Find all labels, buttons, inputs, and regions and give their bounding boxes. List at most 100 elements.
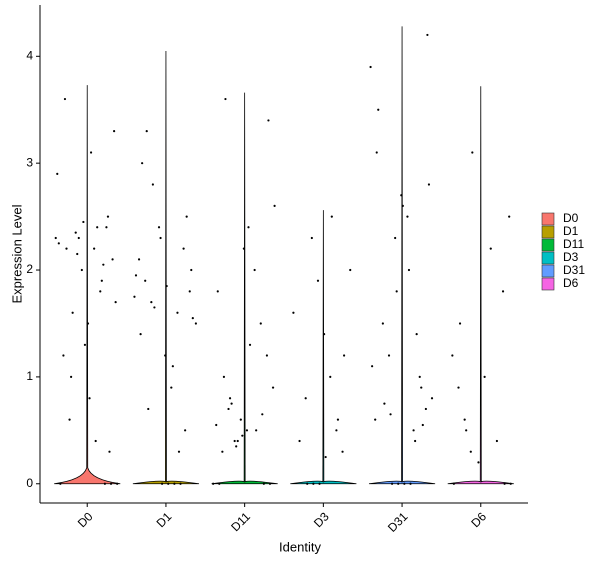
- data-point: [371, 365, 374, 368]
- data-point: [139, 333, 142, 336]
- data-point: [230, 402, 233, 405]
- data-point: [427, 183, 431, 186]
- y-tick-label: 2: [26, 262, 33, 276]
- data-point: [336, 418, 340, 421]
- data-point: [465, 429, 468, 432]
- legend-swatch: [541, 225, 555, 239]
- data-point: [76, 252, 79, 256]
- data-point: [164, 354, 167, 357]
- data-point: [400, 194, 403, 197]
- y-axis-title: Expression Level: [9, 204, 24, 303]
- data-point: [409, 482, 412, 485]
- data-point: [177, 450, 181, 453]
- data-point: [395, 290, 398, 293]
- data-point: [401, 204, 404, 208]
- data-point: [509, 482, 512, 485]
- data-point: [247, 226, 250, 229]
- data-point: [298, 439, 301, 443]
- data-point: [312, 482, 315, 485]
- y-tick-label: 4: [26, 48, 33, 62]
- data-point: [227, 407, 230, 411]
- data-point: [310, 236, 313, 240]
- data-point: [222, 375, 226, 378]
- data-point: [271, 386, 275, 389]
- data-point: [171, 365, 174, 368]
- data-point: [165, 284, 168, 288]
- data-point: [245, 429, 249, 432]
- data-point: [188, 290, 191, 293]
- data-point: [318, 482, 321, 485]
- data-point: [489, 247, 492, 250]
- data-point: [503, 482, 506, 485]
- data-point: [100, 279, 103, 282]
- data-point: [426, 33, 429, 37]
- legend-swatch: [541, 277, 555, 291]
- data-point: [86, 322, 90, 325]
- data-point: [469, 450, 472, 453]
- data-point: [116, 482, 119, 485]
- data-point: [342, 354, 346, 357]
- x-tick-label: D11: [228, 509, 253, 534]
- data-point: [173, 482, 176, 485]
- data-point: [212, 482, 215, 485]
- legend-label: D11: [563, 237, 584, 251]
- data-point: [114, 300, 117, 304]
- data-point: [415, 333, 418, 336]
- data-point: [63, 97, 67, 101]
- data-point: [144, 279, 147, 282]
- data-point: [406, 215, 409, 218]
- data-point: [242, 247, 245, 250]
- data-point: [324, 455, 327, 459]
- x-tick-label: D31: [385, 509, 411, 535]
- data-point: [508, 215, 511, 218]
- data-point: [389, 413, 392, 416]
- data-point: [111, 258, 114, 261]
- data-point: [236, 439, 239, 443]
- data-point: [430, 397, 434, 400]
- x-tick-label: D1: [154, 509, 175, 530]
- data-point: [369, 65, 372, 69]
- data-point: [68, 418, 71, 421]
- data-point: [420, 386, 423, 389]
- data-point: [501, 290, 505, 293]
- data-point: [69, 375, 73, 378]
- data-point: [412, 429, 415, 432]
- data-point: [167, 482, 170, 485]
- data-point: [457, 386, 460, 389]
- data-point: [255, 429, 258, 432]
- data-point: [477, 461, 480, 464]
- data-point: [88, 397, 91, 400]
- data-point: [228, 397, 232, 400]
- data-point: [383, 402, 386, 405]
- data-point: [185, 215, 188, 218]
- data-point: [452, 482, 455, 485]
- data-point: [394, 236, 397, 240]
- data-point: [390, 482, 394, 485]
- legend-label: D1: [563, 224, 579, 238]
- legend-label: D31: [563, 263, 585, 277]
- y-tick-label: 3: [26, 155, 33, 169]
- data-point: [56, 172, 59, 175]
- legend-label: D0: [563, 211, 579, 225]
- data-point: [137, 258, 141, 261]
- data-point: [150, 300, 153, 304]
- data-point: [483, 375, 486, 378]
- x-tick-label: D0: [75, 509, 96, 530]
- data-point: [96, 226, 99, 229]
- data-point: [397, 482, 400, 485]
- violin: [211, 92, 278, 485]
- legend-swatch: [541, 264, 555, 278]
- data-point: [141, 162, 144, 165]
- data-point: [94, 439, 97, 443]
- violin: [290, 210, 357, 485]
- data-point: [381, 322, 384, 325]
- violin: [368, 26, 436, 485]
- y-tick-label: 1: [26, 369, 33, 383]
- data-point: [306, 482, 309, 485]
- data-point: [451, 354, 454, 357]
- data-point: [268, 482, 272, 485]
- data-point: [329, 375, 332, 378]
- data-point: [349, 268, 352, 272]
- data-point: [159, 236, 162, 240]
